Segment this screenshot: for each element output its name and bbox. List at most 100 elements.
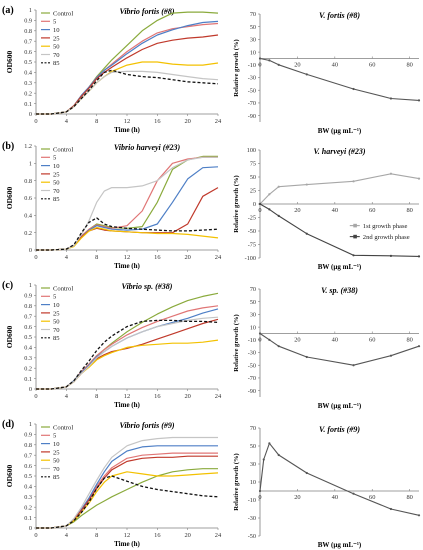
y-tick-label: 0 — [29, 247, 32, 254]
x-tick-label: 40 — [332, 494, 338, 501]
y-tick-label: 0.2 — [24, 504, 32, 511]
series-line-10 — [36, 166, 219, 251]
legend-entry: Control — [53, 10, 73, 17]
x-tick-label: 12 — [124, 118, 130, 125]
y-tick-label: -90 — [248, 113, 256, 120]
legend-entry: 1st growth phase — [363, 223, 408, 230]
x-axis-label: Time (h) — [114, 540, 140, 548]
legend-entry: 85 — [53, 335, 60, 342]
x-tick-label: 0 — [258, 494, 261, 501]
y-tick-label: 0.8 — [24, 442, 32, 449]
legend-entry: 5 — [53, 155, 57, 162]
y-tick-label: 0.4 — [24, 70, 32, 77]
y-tick-label: 0.4 — [24, 213, 32, 220]
series-line-1st — [259, 173, 420, 205]
y-tick-label: 0.7 — [24, 38, 32, 45]
y-tick-label: -10 — [248, 62, 256, 69]
y-tick-label: 30 — [250, 461, 256, 468]
y-tick-label: 0.3 — [24, 80, 32, 87]
data-point — [268, 208, 271, 211]
x-tick-label: 40 — [332, 207, 338, 214]
series-line-2nd — [259, 203, 420, 257]
x-tick-label: 60 — [369, 336, 375, 343]
y-tick-label: 50 — [250, 299, 256, 306]
legend-entry: 70 — [53, 52, 60, 59]
series-line-50 — [36, 61, 219, 115]
relative-chart-a: 70 50 30 10 -10 -30 -50 -70 -90 0 20 40 60 80 BW (µg m… — [233, 11, 421, 135]
series-line-25 — [36, 187, 219, 251]
relative-chart-c: 70 50 30 10 -10 -30 -50 -70 -90 0 20 40 60 80 BW (µg m… — [233, 286, 421, 410]
data-point — [262, 458, 265, 461]
y-tick-label: 0 — [29, 525, 32, 532]
y-tick-label: -70 — [248, 375, 256, 382]
growth-chart-a: 00.10.20.30.40.50.60.70.80.910 4 8 12 16 20 24… — [5, 7, 222, 134]
data-point — [277, 345, 280, 348]
x-axis-label: BW (µg mL⁻¹) — [318, 263, 362, 271]
y-axis-label: Relative growth (%) — [233, 175, 240, 232]
y-tick-label: 0.7 — [24, 452, 32, 459]
data-point — [268, 338, 271, 341]
legend-entry: 85 — [53, 196, 60, 203]
x-tick-label: 40 — [332, 336, 338, 343]
x-tick-label: 20 — [294, 61, 300, 68]
y-tick-label: 10 — [250, 479, 256, 486]
data-point — [417, 255, 421, 258]
y-tick-label: 0.9 — [24, 18, 32, 25]
y-tick-label: 1 — [29, 282, 32, 289]
relative-chart-d: 70 50 30 10 -10 -30 -50 0 20 40 60 80 BW (µg mL⁻¹) Re… — [233, 425, 421, 549]
data-point — [305, 471, 308, 475]
series-line-70 — [36, 156, 218, 251]
series-line-50 — [36, 339, 219, 390]
y-tick-label: 0.2 — [24, 90, 32, 97]
legend-entry: 5 — [53, 294, 57, 301]
y-tick-label: 1.2 — [24, 143, 32, 150]
x-tick-label: 20 — [184, 532, 190, 539]
data-point — [352, 254, 355, 257]
panel-label-a: (a) — [2, 5, 14, 16]
legend-entry: 50 — [53, 458, 60, 465]
x-tick-label: 4 — [65, 393, 69, 400]
x-tick-label: 20 — [184, 118, 190, 125]
legend-entry: 5 — [53, 19, 57, 26]
series-line-50 — [36, 471, 219, 529]
x-axis-label: BW (µg mL⁻¹) — [318, 541, 362, 549]
y-axis-label: OD600 — [5, 187, 14, 210]
data-point — [417, 99, 421, 102]
series-line-85 — [36, 475, 219, 529]
data-point — [277, 453, 280, 457]
y-tick-label: -30 — [248, 350, 256, 357]
data-point — [305, 73, 308, 76]
y-tick-label: 70 — [250, 286, 256, 293]
legend-entry: Control — [53, 424, 73, 431]
x-axis-label: BW (µg mL⁻¹) — [318, 402, 362, 410]
x-tick-label: 60 — [369, 494, 375, 501]
legend-entry: 70 — [53, 466, 60, 473]
chart-title: Vibrio sp. (#38) — [122, 282, 173, 291]
panel-label-c: (c) — [2, 280, 13, 291]
x-tick-label: 0 — [34, 532, 37, 539]
series-line-25 — [36, 455, 218, 529]
x-tick-label: 0 — [34, 393, 37, 400]
y-tick-label: -10 — [248, 337, 256, 344]
x-tick-label: 24 — [215, 393, 222, 400]
y-tick-label: 0.7 — [24, 313, 32, 320]
legend-entry: 70 — [53, 188, 60, 195]
x-tick-label: 8 — [95, 118, 98, 125]
x-tick-label: 12 — [124, 254, 130, 261]
y-tick-label: 70 — [250, 11, 256, 18]
y-tick-label: 1 — [29, 421, 32, 428]
legend-entry: 10 — [53, 163, 60, 170]
y-tick-label: 70 — [250, 425, 256, 432]
y-tick-label: 0.4 — [24, 345, 32, 352]
y-tick-label: 0.6 — [24, 195, 32, 202]
y-tick-label: 25 — [250, 188, 256, 195]
data-point — [389, 354, 393, 357]
y-tick-label: -10 — [248, 497, 256, 504]
x-axis-label: BW (µg mL⁻¹) — [318, 127, 362, 135]
data-point — [258, 489, 262, 493]
chart-title: V. fortis (#9) — [319, 425, 360, 434]
x-tick-label: 20 — [294, 207, 300, 214]
x-tick-label: 16 — [154, 254, 160, 261]
data-point — [389, 97, 393, 100]
data-point — [268, 442, 271, 445]
